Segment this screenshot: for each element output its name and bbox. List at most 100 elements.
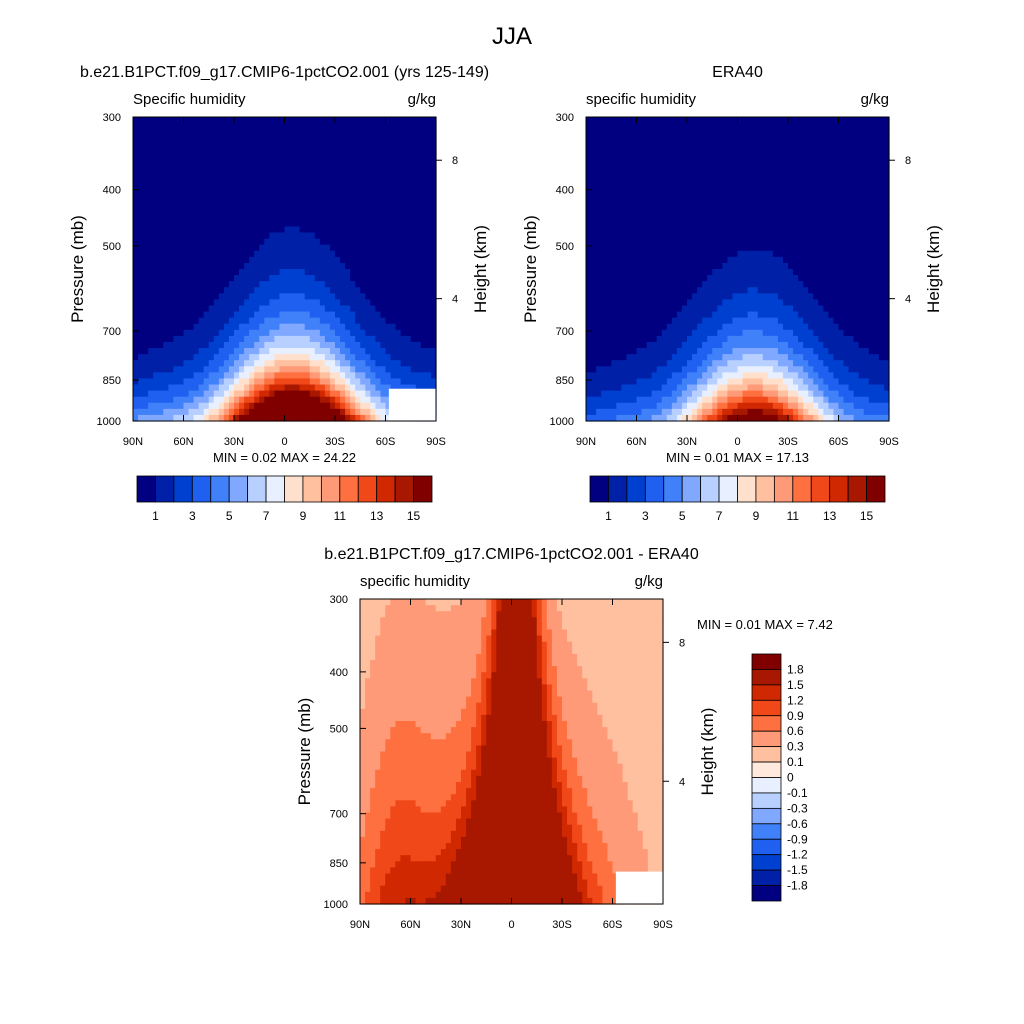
contour-cell bbox=[732, 281, 739, 288]
contour-cell bbox=[722, 238, 728, 246]
contour-cell bbox=[188, 141, 195, 148]
contour-cell bbox=[138, 196, 144, 203]
contour-cell bbox=[234, 287, 240, 294]
contour-cell bbox=[188, 311, 195, 319]
contour-cell bbox=[365, 287, 371, 294]
units-label: g/kg bbox=[408, 91, 436, 108]
contour-cell bbox=[178, 269, 185, 276]
contour-cell bbox=[712, 293, 718, 300]
contour-cell bbox=[370, 348, 376, 355]
contour-cell bbox=[375, 329, 382, 337]
contour-cell bbox=[747, 220, 754, 228]
contour-cell bbox=[173, 402, 180, 410]
contour-cell bbox=[833, 214, 840, 221]
contour-cell bbox=[425, 202, 432, 209]
contour-cell bbox=[340, 275, 346, 282]
contour-cell bbox=[203, 396, 210, 404]
contour-cell bbox=[259, 348, 265, 355]
contour-cell bbox=[687, 208, 693, 215]
contour-cell bbox=[410, 360, 417, 367]
contour-cell bbox=[168, 183, 174, 191]
contour-cell bbox=[158, 135, 164, 142]
contour-cell bbox=[868, 183, 875, 191]
contour-cell bbox=[400, 384, 407, 392]
contour-cell bbox=[274, 402, 281, 410]
contour-cell bbox=[153, 153, 159, 161]
contour-cell bbox=[133, 208, 139, 215]
contour-cell bbox=[868, 299, 875, 307]
contour-cell bbox=[218, 293, 225, 300]
contour-cell bbox=[873, 244, 880, 252]
contour-cell bbox=[868, 214, 875, 221]
contour-cell bbox=[767, 287, 774, 294]
contour-cell bbox=[712, 129, 718, 136]
contour-cell bbox=[671, 159, 678, 167]
contour-cell bbox=[712, 165, 718, 173]
contour-cell bbox=[410, 275, 417, 282]
contour-cell bbox=[818, 135, 824, 142]
contour-cell bbox=[828, 177, 835, 185]
contour-cell bbox=[415, 311, 422, 319]
contour-cell bbox=[375, 293, 382, 300]
contour-cell bbox=[707, 171, 713, 179]
contour-cell bbox=[732, 189, 739, 197]
contour-cell bbox=[350, 299, 356, 307]
contour-cell bbox=[193, 135, 200, 142]
contour-cell bbox=[777, 275, 784, 282]
contour-cell bbox=[390, 232, 397, 240]
contour-cell bbox=[742, 214, 749, 221]
contour-cell bbox=[646, 123, 653, 130]
contour-cell bbox=[646, 129, 653, 136]
contour-cell bbox=[198, 384, 205, 392]
contour-cell bbox=[883, 220, 890, 228]
contour-cell bbox=[838, 244, 845, 252]
contour-cell bbox=[264, 141, 270, 148]
contour-cell bbox=[415, 281, 422, 288]
contour-cell bbox=[133, 269, 139, 276]
contour-cell bbox=[586, 171, 592, 179]
contour-cell bbox=[299, 396, 306, 404]
contour-cell bbox=[203, 281, 210, 288]
contour-cell bbox=[671, 141, 678, 148]
contour-cell bbox=[183, 189, 190, 197]
contour-cell bbox=[838, 189, 845, 197]
contour-cell bbox=[656, 232, 663, 240]
contour-cell bbox=[425, 317, 432, 325]
contour-cell bbox=[329, 305, 336, 313]
contour-cell bbox=[133, 123, 139, 130]
contour-cell bbox=[168, 208, 174, 215]
contour-cell bbox=[143, 232, 149, 240]
contour-cell bbox=[681, 293, 688, 300]
colorbar-label: 9 bbox=[300, 509, 307, 523]
contour-cell bbox=[178, 208, 185, 215]
contour-cell bbox=[319, 208, 326, 215]
contour-cell bbox=[415, 335, 422, 343]
contour-cell bbox=[415, 196, 422, 203]
contour-cell bbox=[390, 341, 397, 349]
contour-cell bbox=[818, 165, 824, 173]
contour-cell bbox=[350, 123, 356, 130]
contour-cell bbox=[868, 287, 875, 294]
contour-cell bbox=[158, 384, 164, 392]
contour-cell bbox=[671, 208, 678, 215]
contour-cell bbox=[656, 202, 663, 209]
contour-cell bbox=[138, 354, 144, 361]
contour-cell bbox=[788, 135, 794, 142]
contour-cell bbox=[646, 153, 653, 161]
contour-cell bbox=[823, 129, 829, 136]
contour-cell bbox=[782, 250, 789, 258]
contour-cell bbox=[324, 275, 331, 282]
contour-cell bbox=[360, 177, 366, 185]
contour-cell bbox=[626, 147, 633, 155]
contour-cell bbox=[722, 135, 728, 142]
contour-cell bbox=[365, 360, 371, 367]
contour-cell bbox=[616, 299, 622, 307]
contour-cell bbox=[345, 244, 351, 252]
contour-cell bbox=[631, 262, 638, 270]
contour-cell bbox=[163, 390, 169, 398]
contour-cell bbox=[385, 256, 392, 264]
contour-cell bbox=[762, 129, 769, 136]
contour-cell bbox=[208, 256, 215, 264]
contour-cell bbox=[314, 202, 321, 209]
contour-cell bbox=[228, 396, 235, 404]
